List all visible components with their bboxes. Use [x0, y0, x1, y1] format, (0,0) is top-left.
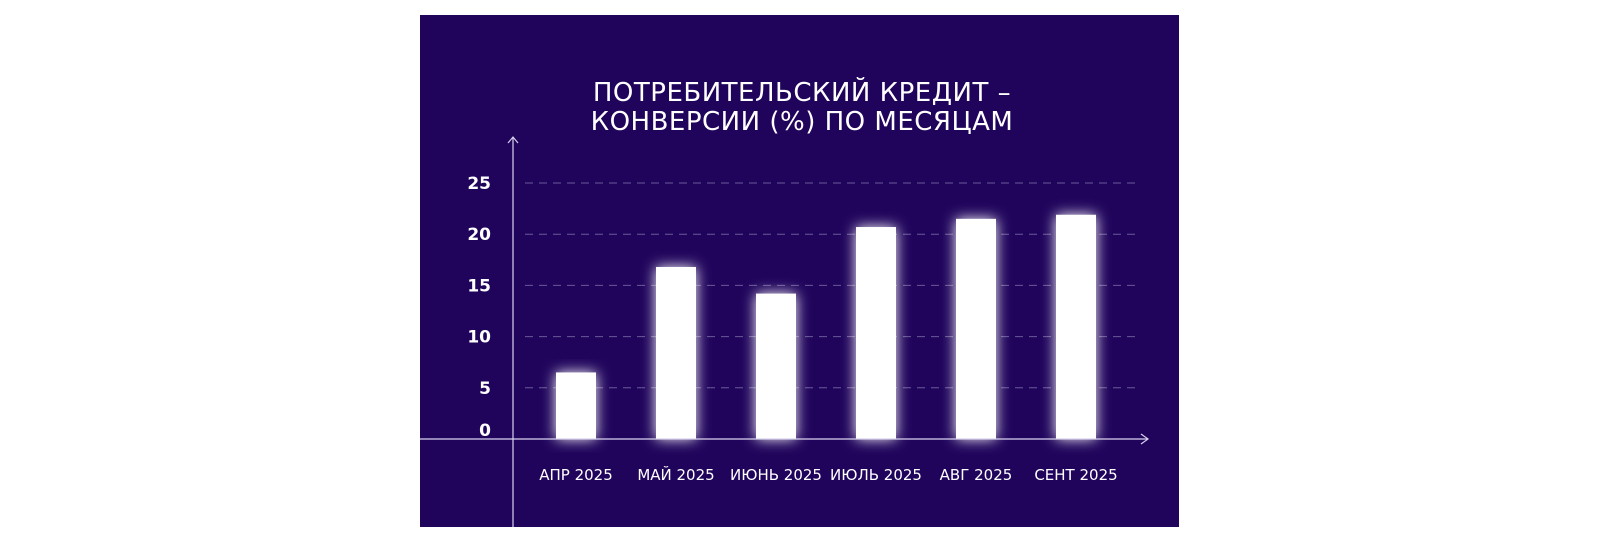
- x-tick-label: ИЮЛЬ 2025: [830, 466, 922, 484]
- conversion-bar-chart: ПОТРЕБИТЕЛЬСКИЙ КРЕДИТ – КОНВЕРСИИ (%) П…: [420, 76, 1150, 527]
- bar: [1056, 214, 1096, 439]
- bars: [556, 214, 1096, 439]
- x-tick-label: АВГ 2025: [940, 466, 1013, 484]
- bar: [956, 218, 996, 439]
- chart-title-line-2: КОНВЕРСИИ (%) ПО МЕСЯЦАМ: [591, 107, 1014, 137]
- x-tick-label: МАЙ 2025: [637, 465, 714, 484]
- grid-lines: [525, 182, 1140, 389]
- y-tick-label: 0: [479, 421, 491, 441]
- y-tick-label: 25: [467, 174, 491, 194]
- y-tick-label: 5: [479, 379, 491, 399]
- chart-card: ПОТРЕБИТЕЛЬСКИЙ КРЕДИТ – КОНВЕРСИИ (%) П…: [420, 15, 1179, 527]
- bar: [656, 266, 696, 439]
- y-tick-label: 10: [467, 328, 491, 348]
- chart-title-line-1: ПОТРЕБИТЕЛЬСКИЙ КРЕДИТ –: [593, 76, 1011, 108]
- x-tick-label: ИЮНЬ 2025: [730, 466, 822, 484]
- bar: [556, 372, 596, 439]
- x-tick-label: СЕНТ 2025: [1034, 466, 1117, 484]
- x-tick-labels: АПР 2025 МАЙ 2025 ИЮНЬ 2025 ИЮЛЬ 2025 АВГ 20…: [539, 465, 1117, 484]
- x-tick-label: АПР 2025: [539, 466, 613, 484]
- bar: [756, 293, 796, 439]
- y-tick-labels: 0 5 10 15 20 25: [467, 174, 491, 441]
- y-axis-arrow: [507, 136, 519, 144]
- bar: [856, 227, 896, 439]
- y-tick-label: 15: [467, 276, 491, 296]
- y-tick-label: 20: [467, 225, 491, 245]
- x-axis-arrow: [1140, 433, 1150, 445]
